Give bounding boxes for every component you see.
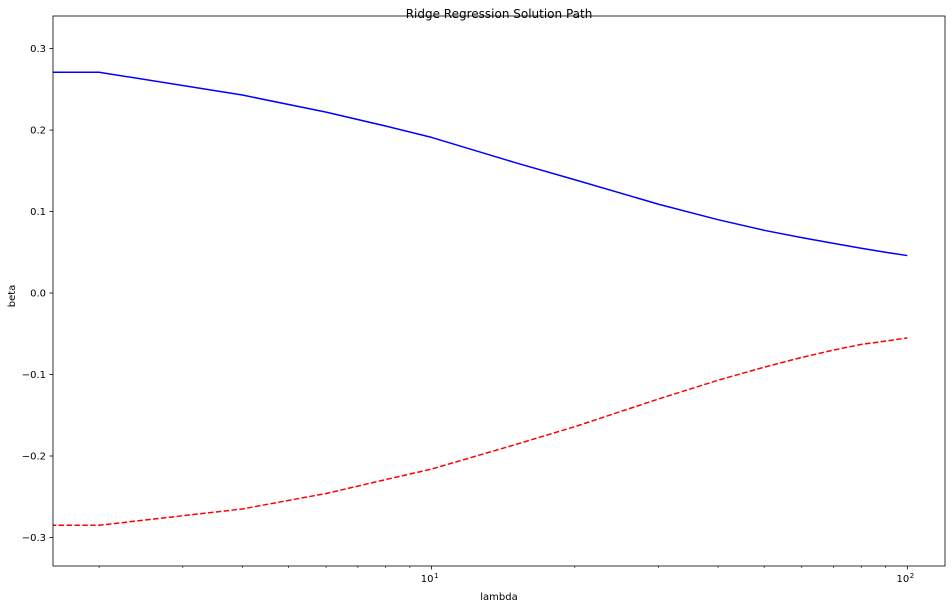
plot-area	[53, 16, 945, 566]
y-axis-ticks: 0.3 0.2 0.1 0.0 −0.1 −0.2 −0.3	[22, 44, 53, 544]
x-tick-label: 101	[421, 572, 439, 585]
series-line-2	[53, 337, 908, 527]
y-tick-label: 0.1	[30, 207, 46, 218]
y-axis-label: beta	[7, 285, 18, 308]
x-axis-label: lambda	[480, 592, 517, 603]
y-tick-label: 0.2	[30, 126, 46, 137]
y-tick-label: 0.0	[30, 289, 46, 300]
chart-title: Ridge Regression Solution Path	[406, 7, 593, 21]
plot-frame	[52, 15, 946, 567]
y-tick-label: −0.2	[22, 452, 46, 463]
y-tick-label: −0.3	[22, 533, 46, 544]
y-tick-label: 0.3	[30, 44, 46, 55]
x-axis-ticks: 101 102	[98, 566, 914, 585]
series-layer	[53, 71, 908, 527]
series-line-1	[53, 71, 908, 257]
y-tick-label: −0.1	[22, 370, 46, 381]
x-tick-label: 102	[896, 572, 914, 585]
